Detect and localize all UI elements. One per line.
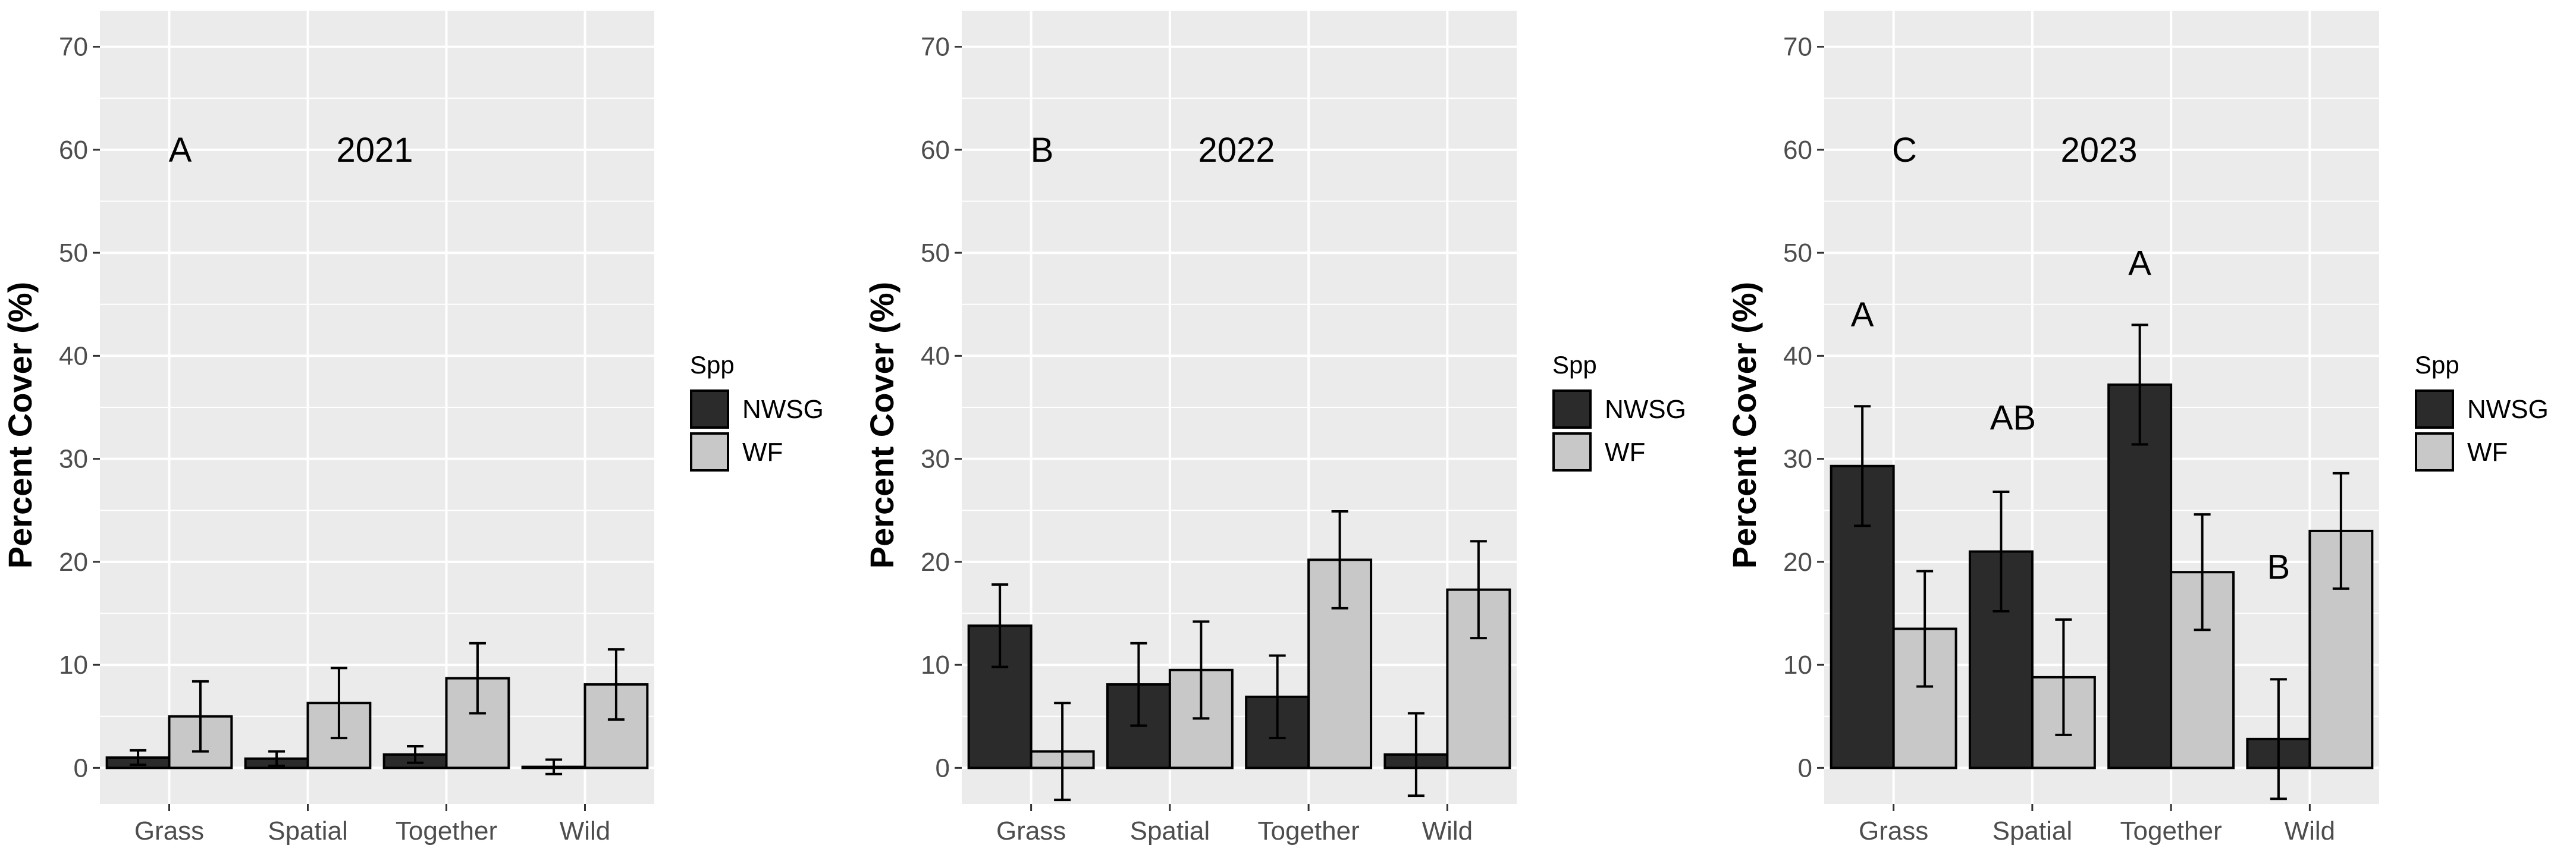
y-tick-label: 0	[1798, 753, 1812, 783]
y-tick-label: 60	[59, 136, 88, 165]
y-tick-label: 10	[921, 651, 950, 680]
x-tick-label: Spatial	[268, 816, 348, 846]
y-tick-label: 30	[59, 445, 88, 474]
legend: Spp NWSG WF	[2415, 351, 2549, 472]
y-tick-label: 10	[59, 651, 88, 680]
y-tick-label: 20	[59, 548, 88, 577]
y-tick-label: 40	[59, 341, 88, 370]
x-tick-label: Grass	[1859, 816, 1928, 846]
y-tick-label: 20	[921, 548, 950, 577]
x-tick-label: Wild	[2285, 816, 2336, 846]
y-tick-label: 70	[921, 33, 950, 62]
legend-title: Spp	[1552, 351, 1597, 379]
y-axis-label: Percent Cover (%)	[1, 282, 39, 568]
legend-swatch-nwsg	[1552, 389, 1592, 429]
significance-label: B	[2267, 548, 2291, 587]
legend-label: NWSG	[742, 395, 824, 424]
y-tick-label: 70	[1783, 33, 1812, 62]
significance-label: A	[2128, 244, 2151, 282]
y-tick-label: 0	[936, 753, 950, 783]
panel-label: B	[1031, 131, 1054, 169]
y-tick-label: 60	[921, 136, 950, 165]
legend-label: WF	[2467, 438, 2508, 467]
panel-label: A	[169, 131, 192, 169]
significance-label: A	[1851, 296, 1874, 334]
x-tick-label: Wild	[560, 816, 611, 846]
legend-swatch-nwsg	[690, 389, 729, 429]
y-tick-label: 30	[921, 445, 950, 474]
x-tick-label: Grass	[996, 816, 1066, 846]
y-axis-label: Percent Cover (%)	[1725, 282, 1763, 568]
y-tick-label: 30	[1783, 445, 1812, 474]
panel-title: 2021	[336, 131, 413, 169]
legend-swatch-nwsg	[2415, 389, 2454, 429]
x-tick-label: Together	[1258, 816, 1360, 846]
bar-nwsg-grass	[967, 624, 1033, 769]
legend-swatch-wf	[2415, 432, 2454, 472]
chart-panel-3: 0 10 20 30 40 50 60 70 Grass Spatial Together Wild P…	[1725, 11, 2549, 846]
legend-swatch-wf	[1552, 432, 1592, 472]
legend-label: WF	[1605, 438, 1645, 467]
x-tick-label: Together	[396, 816, 497, 846]
x-tick-label: Together	[2120, 816, 2222, 846]
legend-swatch-wf	[690, 432, 729, 472]
y-tick-label: 70	[59, 33, 88, 62]
y-axis-label: Percent Cover (%)	[863, 282, 900, 568]
panel-title: 2023	[2060, 131, 2137, 169]
y-tick-label: 40	[1783, 341, 1812, 370]
y-tick-label: 50	[921, 238, 950, 268]
panel-label: C	[1892, 131, 1917, 169]
panel-title: 2022	[1198, 131, 1275, 169]
bar-nwsg-together	[2107, 383, 2173, 769]
y-tick-label: 20	[1783, 548, 1812, 577]
y-tick-label: 60	[1783, 136, 1812, 165]
legend-label: WF	[742, 438, 783, 467]
x-tick-label: Wild	[1422, 816, 1473, 846]
chart-panel-1: 0 10 20 30 40 50 60 70 Grass Spatial Together Wild P…	[1, 11, 824, 846]
y-tick-label: 10	[1783, 651, 1812, 680]
x-tick-label: Spatial	[1993, 816, 2073, 846]
y-tick-label: 50	[1783, 238, 1812, 268]
y-tick-label: 50	[59, 238, 88, 268]
chart-panel-2: 0 10 20 30 40 50 60 70 Grass Spatial Together Wild P…	[863, 11, 1686, 846]
x-tick-label: Grass	[134, 816, 204, 846]
legend-title: Spp	[2415, 351, 2459, 379]
legend: Spp NWSG WF	[1552, 351, 1686, 472]
legend-label: NWSG	[2467, 395, 2549, 424]
y-tick-label: 0	[74, 753, 88, 783]
x-tick-label: Spatial	[1130, 816, 1210, 846]
legend-title: Spp	[690, 351, 735, 379]
y-tick-label: 40	[921, 341, 950, 370]
legend-label: NWSG	[1605, 395, 1686, 424]
significance-label: AB	[1990, 398, 2036, 437]
